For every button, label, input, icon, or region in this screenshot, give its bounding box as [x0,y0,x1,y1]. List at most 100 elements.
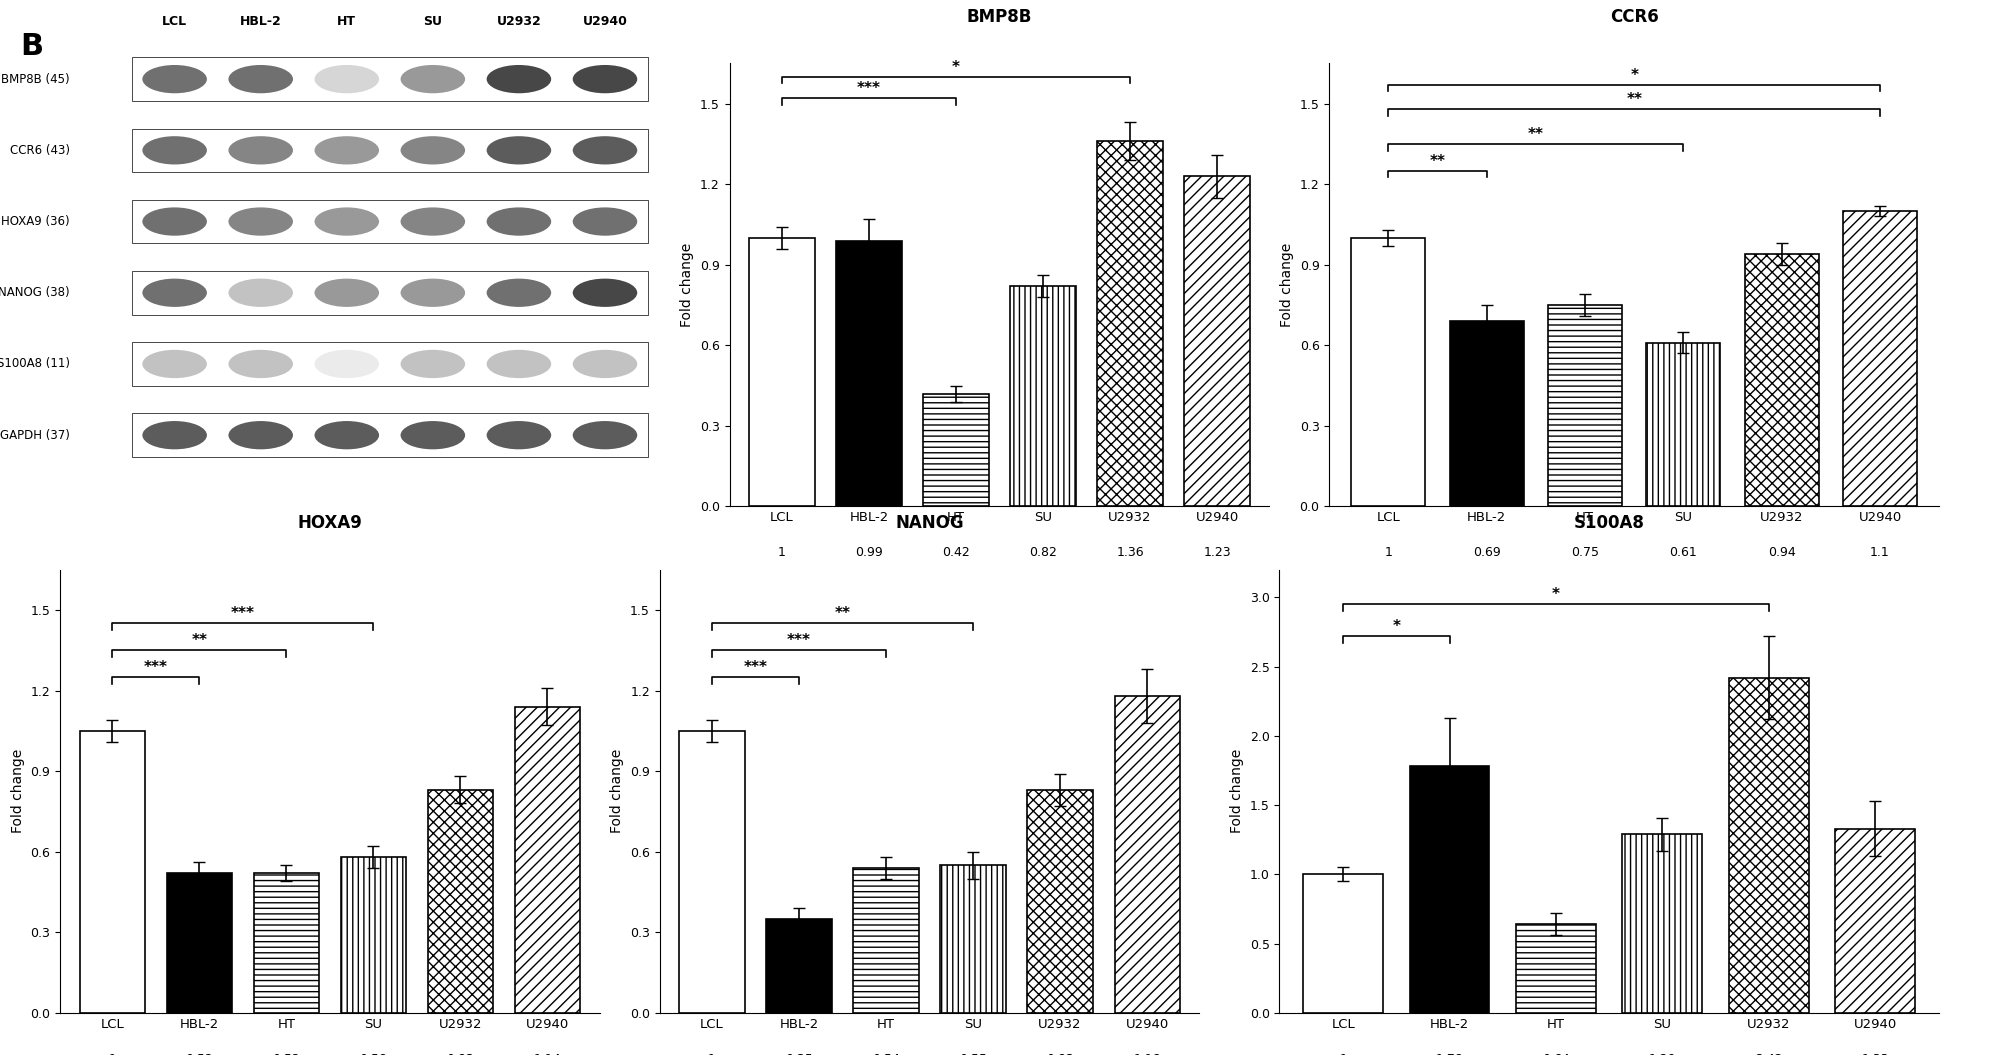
Text: *: * [951,60,959,75]
Text: 0.58: 0.58 [360,1053,388,1055]
Ellipse shape [314,421,380,449]
Text: ***: *** [857,81,881,96]
Y-axis label: Fold change: Fold change [1279,243,1293,327]
Text: 1.18: 1.18 [1133,1053,1161,1055]
Text: 2.42: 2.42 [1754,1053,1782,1055]
Text: 0.61: 0.61 [1668,546,1696,559]
Text: 0.83: 0.83 [1045,1053,1073,1055]
Text: HT: HT [338,15,356,27]
Bar [1728,677,1808,1013]
Bar [1646,343,1720,506]
Bar [1351,237,1425,506]
Ellipse shape [400,208,466,235]
Text: 1: 1 [707,1053,715,1055]
Bar [679,731,743,1013]
Bar [1842,211,1916,506]
Bar [1409,766,1489,1013]
Text: ***: *** [230,607,254,621]
Bar [80,731,144,1013]
Bar [1622,835,1702,1013]
Bar [428,790,494,1013]
Text: S100A8 (11): S100A8 (11) [0,358,70,370]
Ellipse shape [571,350,637,378]
Bar [1027,790,1093,1013]
Text: 0.69: 0.69 [1473,546,1500,559]
Text: 1: 1 [1385,546,1391,559]
Ellipse shape [486,279,551,307]
Text: B: B [20,32,44,60]
Ellipse shape [486,136,551,165]
Bar [939,865,1005,1013]
Bar [132,199,647,244]
Text: **: ** [1624,92,1642,107]
Text: *: * [1628,68,1638,82]
Bar [132,342,647,386]
Text: 0.64: 0.64 [1540,1053,1568,1055]
Ellipse shape [400,279,466,307]
Bar [132,57,647,101]
Bar [132,414,647,457]
Bar [923,394,989,506]
Text: **: ** [192,633,208,648]
Text: CCR6 (43): CCR6 (43) [10,143,70,157]
Ellipse shape [571,136,637,165]
Text: GAPDH (37): GAPDH (37) [0,428,70,442]
Text: 0.35: 0.35 [785,1053,813,1055]
Bar [1744,254,1818,506]
Ellipse shape [142,350,208,378]
Y-axis label: Fold change: Fold change [1229,749,1243,833]
Text: 1.29: 1.29 [1648,1053,1676,1055]
Text: 1.1: 1.1 [1870,546,1888,559]
Ellipse shape [314,208,380,235]
Text: 0.94: 0.94 [1766,546,1794,559]
Title: S100A8: S100A8 [1572,514,1644,532]
Title: BMP8B: BMP8B [967,7,1031,25]
Text: 0.99: 0.99 [855,546,883,559]
Text: 0.55: 0.55 [959,1053,987,1055]
Text: 0.52: 0.52 [186,1053,214,1055]
Ellipse shape [400,136,466,165]
Bar [1546,305,1620,506]
Text: HBL-2: HBL-2 [240,15,282,27]
Bar [1009,286,1075,506]
Ellipse shape [142,65,208,93]
Ellipse shape [142,421,208,449]
Ellipse shape [228,421,294,449]
Bar [1185,176,1249,506]
Text: 1.33: 1.33 [1860,1053,1888,1055]
Ellipse shape [228,65,294,93]
Ellipse shape [142,279,208,307]
Text: NANOG (38): NANOG (38) [0,286,70,300]
Ellipse shape [314,136,380,165]
Text: *: * [1550,588,1558,602]
Bar [1514,924,1594,1013]
Text: 1: 1 [1339,1053,1347,1055]
Ellipse shape [486,350,551,378]
Bar [1834,828,1914,1013]
Bar [765,919,831,1013]
Text: **: ** [1526,127,1542,141]
Y-axis label: Fold change: Fold change [609,749,623,833]
Ellipse shape [400,350,466,378]
Text: ***: *** [787,633,811,648]
Text: 1.36: 1.36 [1115,546,1143,559]
Ellipse shape [228,350,294,378]
Y-axis label: Fold change: Fold change [10,749,24,833]
Text: 0.52: 0.52 [272,1053,300,1055]
Text: **: ** [833,607,849,621]
Text: **: ** [1429,154,1445,169]
Text: 1: 1 [108,1053,116,1055]
Title: CCR6: CCR6 [1608,7,1658,25]
Ellipse shape [228,279,294,307]
Bar [1449,321,1522,506]
Bar [254,874,320,1013]
Text: SU: SU [424,15,442,27]
Text: BMP8B (45): BMP8B (45) [2,73,70,85]
Text: U2940: U2940 [581,15,627,27]
Title: NANOG: NANOG [895,514,963,532]
Ellipse shape [314,65,380,93]
Bar [132,129,647,172]
Text: ***: *** [743,660,767,675]
Text: 1.14: 1.14 [533,1053,561,1055]
Ellipse shape [571,421,637,449]
